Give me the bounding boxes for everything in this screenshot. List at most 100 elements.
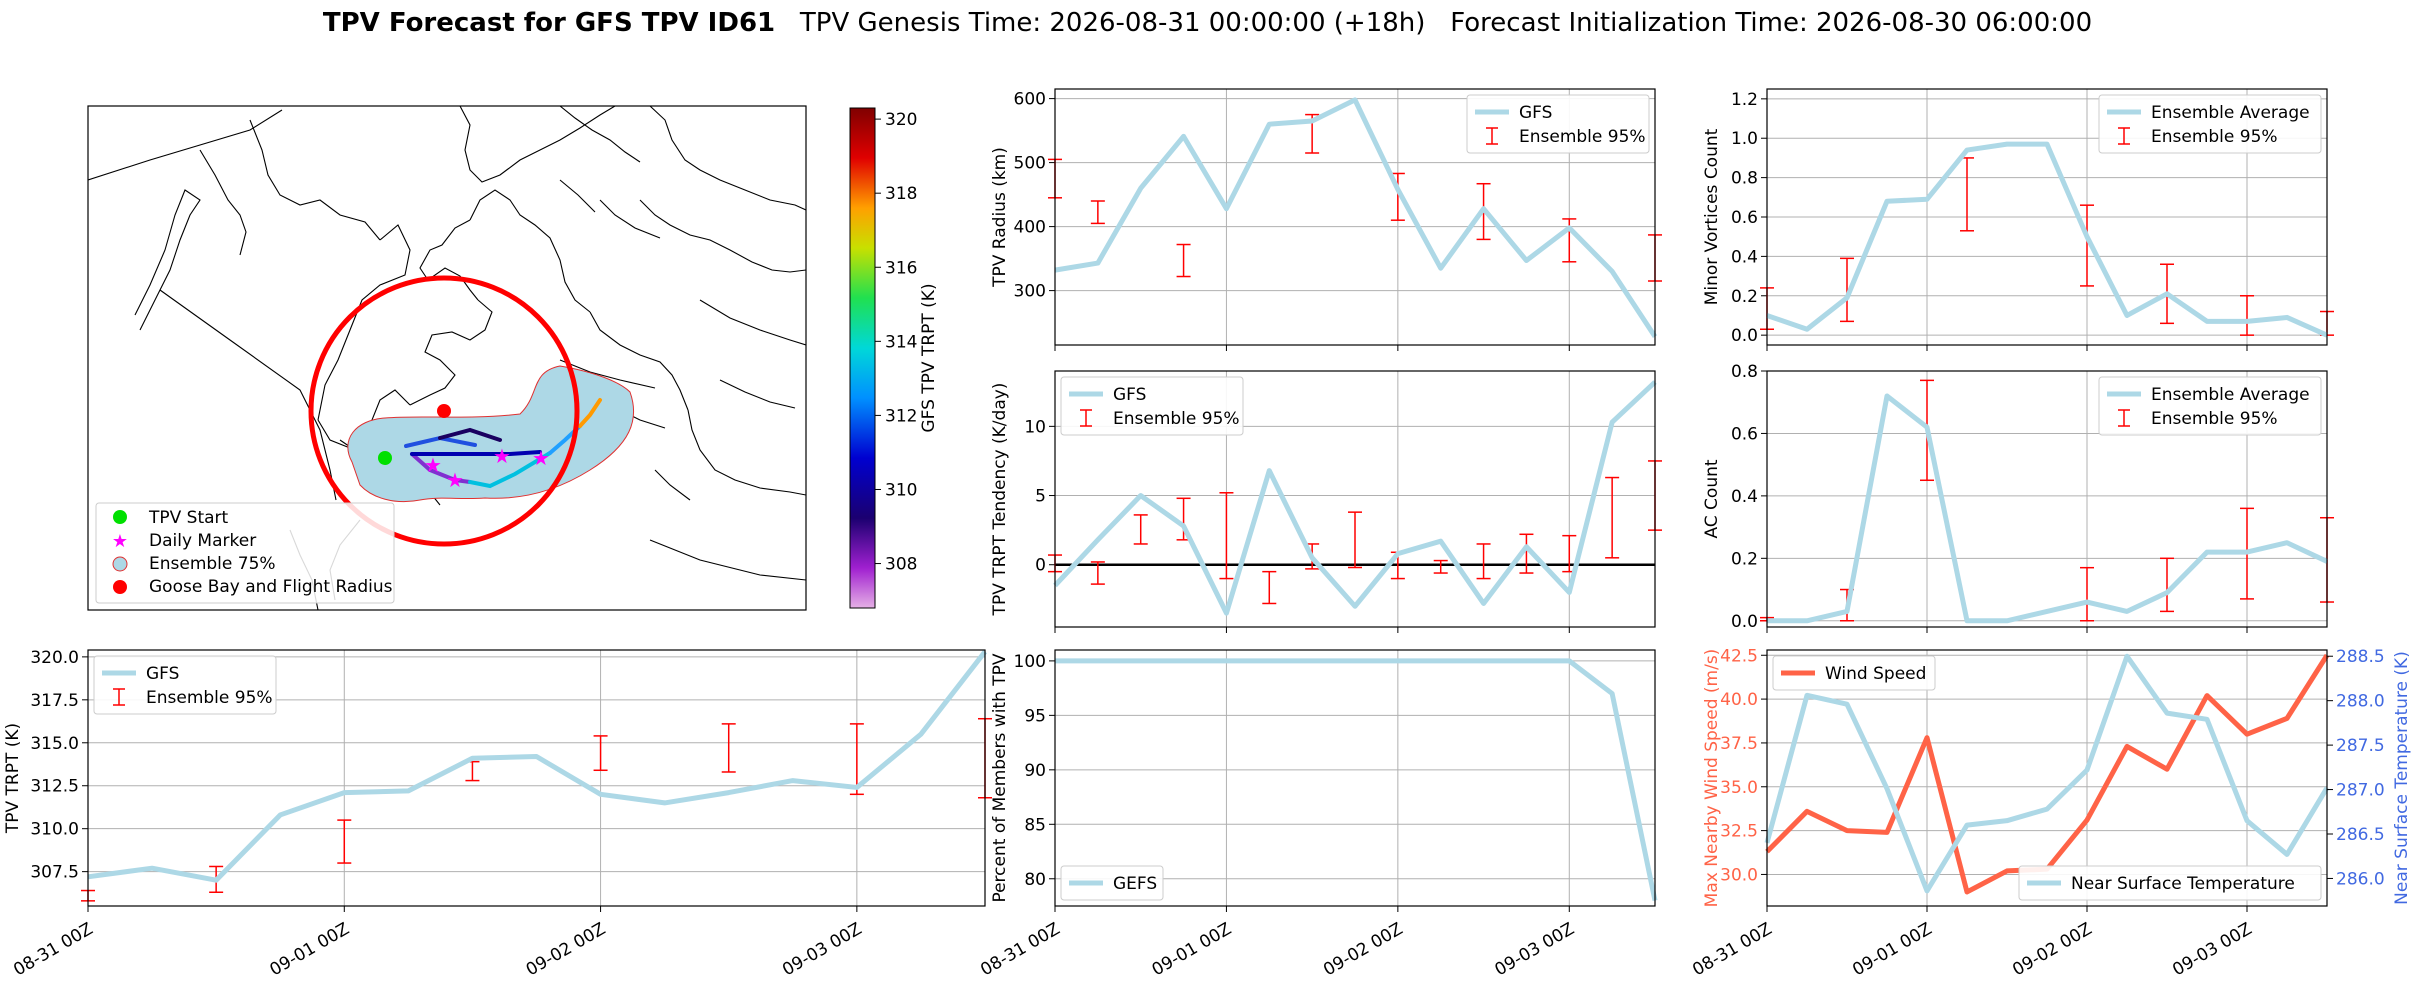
y-tick-label: 0.2: [1731, 549, 1758, 569]
legend-tpv-start: TPV Start: [148, 508, 229, 528]
y-tick-label: 32.5: [1720, 822, 1758, 842]
panel-trpt: 307.5 310.0 312.5 315.0 317.5 320.0 08-31 00Z 0…: [3, 648, 992, 980]
errorbar: [2080, 566, 2094, 622]
errorbar: [1176, 243, 1191, 278]
errorbar: [1262, 570, 1277, 605]
colorbar-tick-label: 308: [885, 555, 917, 575]
title-bold: TPV Forecast for GFS TPV ID61: [322, 8, 776, 38]
daily-marker-4: ★: [424, 453, 442, 477]
legend-label: GFS: [146, 664, 179, 684]
legend-star-icon: ★: [112, 531, 128, 552]
y-right-tick-label: 288.5: [2336, 647, 2385, 667]
legend-label: Ensemble 95%: [1519, 127, 1646, 147]
legend-box: [1060, 376, 1244, 436]
goose-bay-marker: [437, 404, 451, 418]
errorbar: [1133, 514, 1148, 545]
y-axis-label: Max Nearby Wind Speed (m/s): [1702, 649, 1722, 908]
y-right-tick-label: 286.5: [2336, 825, 2385, 845]
errorbar: [2160, 557, 2174, 613]
legend-label: Ensemble 95%: [2151, 409, 2278, 429]
errorbar: [1476, 543, 1491, 580]
y-tick-label: 0.8: [1731, 362, 1758, 382]
legend: GFS Ensemble 95%: [93, 655, 277, 715]
figure-title: TPV Forecast for GFS TPV ID61 TPV Genesi…: [0, 8, 2415, 38]
y-right-tick-label: 287.0: [2336, 781, 2385, 801]
y-tick-label: 0.0: [1731, 326, 1758, 346]
y-tick-label: 5: [1035, 487, 1046, 507]
legend: GEFS: [1060, 865, 1164, 901]
y-tick-label: 37.5: [1720, 734, 1758, 754]
legend-goose: Goose Bay and Flight Radius: [149, 577, 393, 597]
map-panel: ★ ★ ★ ★ TPV Start ★ Daily Marker Ensembl…: [87, 105, 939, 611]
x-tick-label: 09-02 00Z: [1320, 919, 1406, 980]
axes-frame: [1766, 649, 2328, 907]
colorbar: [849, 107, 876, 609]
legend-label: Ensemble Average: [2151, 103, 2310, 123]
x-tick-label: 08-31 00Z: [1689, 919, 1775, 980]
legend: Near Surface Temperature: [2018, 865, 2322, 901]
y-tick-label: 1.0: [1731, 129, 1758, 149]
y-tick-label: 310.0: [30, 820, 79, 840]
series-line-0: [1054, 97, 1658, 339]
axes-frame: [1766, 370, 2328, 628]
daily-marker-3: ★: [532, 446, 550, 470]
legend-ensemble: Ensemble 75%: [149, 554, 276, 574]
series-line-0: [1766, 141, 2329, 338]
x-tick-label: 08-31 00Z: [977, 919, 1063, 980]
tpv-start-marker: [378, 451, 392, 465]
errorbar: [1090, 561, 1105, 585]
y-tick-label: 10: [1024, 417, 1046, 437]
series-line-1: [1764, 653, 2330, 894]
legend-goose-icon: [113, 580, 127, 594]
y-tick-label: 0.4: [1731, 247, 1758, 267]
y-tick-label: 600: [1014, 90, 1046, 110]
panel-percent: 80 85 90 95 100 08-31 00Z 09-01 00Z 09-02 00Z 09…: [977, 649, 1658, 980]
errorbar: [1605, 476, 1620, 559]
y-tick-label: 90: [1024, 761, 1046, 781]
y-tick-label: 42.5: [1720, 646, 1758, 666]
y-tick-label: 317.5: [30, 691, 79, 711]
series-line-0: [1053, 380, 1657, 616]
legend-box: [1466, 94, 1650, 154]
y-tick-label: 315.0: [30, 734, 79, 754]
panel-radius: 300 400 500 600 TPV Radius (km) GFS Ensemble 9…: [990, 88, 1662, 351]
legend-label: GFS: [1113, 385, 1146, 405]
y-tick-label: 95: [1024, 706, 1046, 726]
errorbar: [1562, 218, 1577, 263]
y-tick-label: 300: [1014, 282, 1046, 302]
legend-tpv-start-icon: [113, 510, 127, 524]
panel-minor: 0.0 0.2 0.4 0.6 0.8 1.0 1.2 Minor Vortices Coun…: [1702, 88, 2334, 351]
legend-label: Near Surface Temperature: [2071, 874, 2295, 894]
errorbar: [1433, 559, 1448, 574]
legend: GFS Ensemble 95%: [1060, 376, 1244, 436]
x-tick-label: 09-01 00Z: [1849, 919, 1935, 980]
x-tick-label: 09-03 00Z: [2169, 919, 2255, 980]
colorbar-tick-label: 310: [885, 480, 917, 500]
y-tick-label: 0.6: [1731, 208, 1758, 228]
y-right-axis-label: Near Surface Temperature (K): [2392, 651, 2412, 905]
colorbar-tick-label: 320: [885, 110, 917, 130]
y-tick-label: 85: [1024, 815, 1046, 835]
colorbar-tick-label: 312: [885, 406, 917, 426]
y-tick-label: 80: [1024, 870, 1046, 890]
errorbar: [1840, 257, 1854, 323]
legend: Ensemble Average Ensemble 95%: [2098, 376, 2322, 436]
errorbar: [2080, 204, 2094, 287]
legend-label: Ensemble 95%: [1113, 409, 1240, 429]
errorbar: [1390, 172, 1405, 221]
errorbar: [1090, 200, 1105, 225]
flight-radius-circle: [308, 275, 580, 547]
panel-wind_temp: 30.0 32.5 35.0 37.5 40.0 42.5 08-31 00Z 09-01 0…: [1689, 646, 2412, 980]
title-genesis: TPV Genesis Time: 2026-08-31 00:00:00 (+…: [799, 8, 1426, 38]
axes-frame: [87, 649, 986, 907]
y-tick-label: 0.2: [1731, 287, 1758, 307]
errorbar: [1348, 511, 1362, 569]
y-tick-label: 400: [1014, 218, 1046, 238]
errorbar: [465, 760, 480, 782]
legend-ensemble-icon: [112, 556, 128, 572]
legend-label: Ensemble 95%: [2151, 127, 2278, 147]
chart-panels: 300 400 500 600 TPV Radius (km) GFS Ensemble 9…: [3, 88, 2412, 980]
y-tick-label: 312.5: [30, 777, 79, 797]
y-tick-label: 0.4: [1731, 487, 1758, 507]
errorbar: [1960, 157, 1974, 232]
